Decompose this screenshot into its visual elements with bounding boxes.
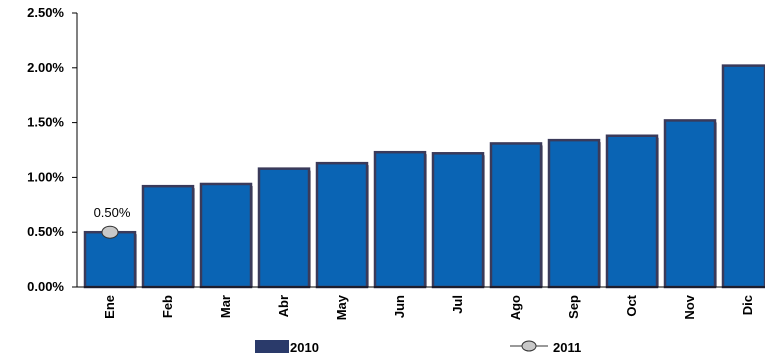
- x-tick-label: May: [334, 294, 349, 320]
- y-tick-label: 0.00%: [27, 279, 64, 294]
- x-tick-label: Jun: [392, 295, 407, 318]
- x-tick-label: Ago: [508, 295, 523, 320]
- legend-label-2010: 2010: [290, 340, 319, 355]
- legend: 2010 2011: [255, 340, 581, 355]
- bar-sep: [547, 138, 601, 289]
- x-tick-label: Feb: [160, 295, 175, 318]
- x-tick-label: Ene: [102, 295, 117, 319]
- legend-label-2011: 2011: [553, 340, 581, 355]
- y-tick-label: 2.00%: [27, 60, 64, 75]
- y-tick-label: 2.50%: [27, 5, 64, 20]
- data-label: 0.50%: [94, 205, 131, 220]
- bar-ago: [489, 142, 543, 289]
- bar-oct: [605, 134, 659, 289]
- legend-marker-2011: [521, 340, 537, 352]
- x-axis-ticks: Ene Feb Mar Abr May Jun Jul Ago Sep Oct Nov Dic: [102, 294, 755, 320]
- series-2011-markers: 0.50%: [83, 201, 141, 239]
- x-tick-label: Nov: [682, 294, 697, 319]
- bar-ene: [83, 230, 137, 289]
- bar-feb: [141, 184, 195, 289]
- x-tick-label: Oct: [624, 294, 639, 316]
- bar-jun: [373, 150, 427, 289]
- bar-nov: [663, 119, 717, 289]
- bar-mar: [199, 182, 253, 289]
- bar-jul: [431, 152, 485, 289]
- marker-2011: [101, 225, 119, 239]
- bar-dic: [721, 64, 765, 289]
- x-tick-label: Jul: [450, 295, 465, 314]
- legend-swatch-2010: [255, 340, 289, 353]
- bar-abr: [257, 167, 311, 289]
- x-tick-label: Dic: [740, 295, 755, 315]
- y-tick-label: 0.50%: [27, 224, 64, 239]
- y-tick-label: 1.50%: [27, 115, 64, 130]
- x-tick-label: Mar: [218, 295, 233, 318]
- bar-may: [315, 161, 369, 289]
- data-label-box: [83, 201, 141, 223]
- y-axis-ticks: 0.00% 0.50% 1.00% 1.50% 2.00% 2.50%: [27, 5, 77, 294]
- y-tick-label: 1.00%: [27, 169, 64, 184]
- x-tick-label: Abr: [276, 295, 291, 317]
- bars-2010: [83, 64, 765, 289]
- x-tick-label: Sep: [566, 295, 581, 319]
